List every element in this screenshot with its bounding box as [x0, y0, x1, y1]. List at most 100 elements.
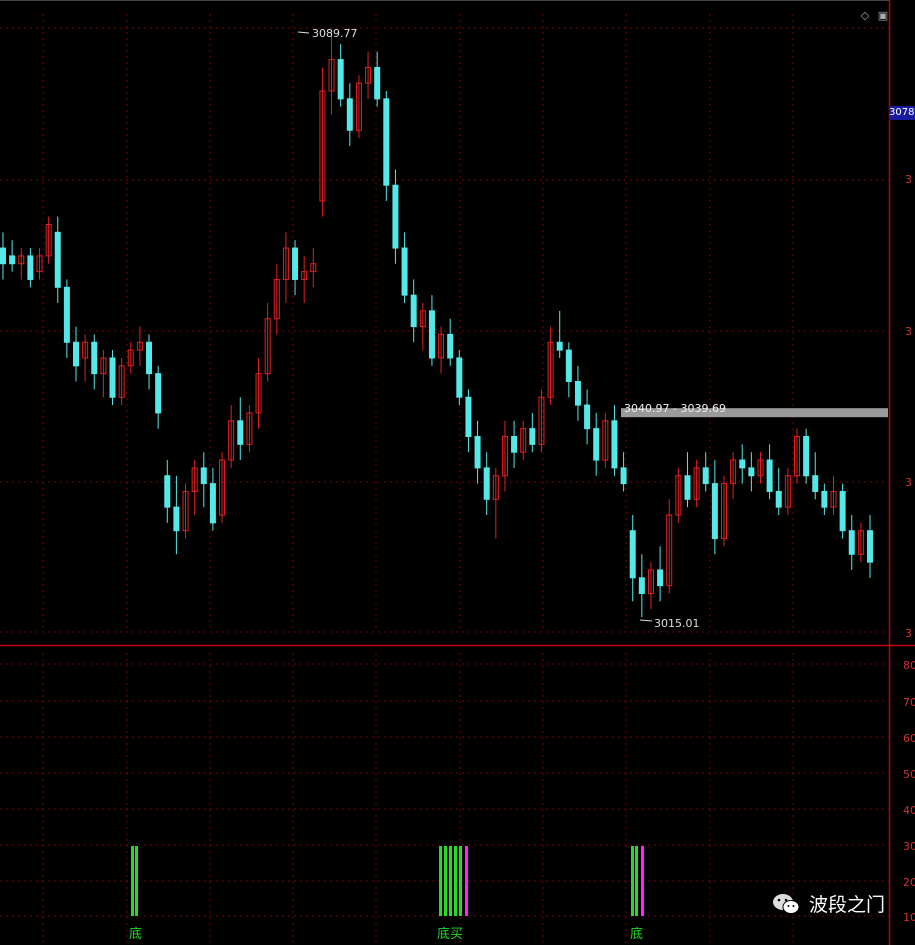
axis-tick-sub: 60	[903, 732, 915, 745]
candle-body	[739, 459, 746, 469]
candle-body	[812, 475, 819, 492]
candle-body	[255, 373, 262, 414]
candle-body	[82, 341, 89, 359]
candle-body	[155, 373, 162, 414]
candle-body	[821, 490, 828, 508]
wechat-icon	[772, 893, 800, 914]
axis-tick-main: 3	[905, 627, 912, 640]
candle-body	[63, 286, 70, 343]
signal-label: 底	[129, 926, 142, 942]
candle-body	[18, 255, 25, 265]
signal-label: 底	[630, 926, 643, 942]
candle-body	[501, 435, 508, 477]
axis-tick-main: 3	[905, 173, 912, 186]
signal-bar	[439, 846, 442, 916]
candle-body	[328, 59, 335, 92]
candle-body	[346, 98, 353, 131]
candle-body	[0, 247, 6, 265]
window-icon[interactable]: ▣	[877, 9, 889, 22]
candle-body	[127, 349, 134, 367]
candle-body	[27, 255, 34, 280]
candle-body	[830, 490, 837, 508]
axis-tick-main: 3	[905, 325, 912, 338]
candle-body	[310, 263, 317, 273]
candle-body	[392, 184, 399, 249]
axis-tick-sub: 70	[903, 696, 915, 709]
candle-body	[793, 435, 800, 477]
candle-body	[647, 569, 654, 595]
candle-body	[219, 459, 226, 516]
signal-bar	[131, 846, 134, 916]
candle-body	[355, 82, 362, 131]
candle-body	[638, 577, 645, 595]
candle-body	[273, 278, 280, 320]
annotations: 3089.77 3015.01 3040.97 - 3039.69	[297, 27, 888, 630]
signal-bar	[449, 846, 452, 916]
candle-body	[209, 483, 216, 524]
range-label: 3040.97 - 3039.69	[624, 402, 726, 415]
candle-body	[730, 459, 737, 485]
axis-tick-sub: 50	[903, 768, 915, 781]
candle-body	[383, 98, 390, 186]
candle-body	[529, 428, 536, 445]
candle-body	[447, 333, 454, 359]
candle-body	[100, 357, 107, 375]
candle-body	[118, 365, 125, 398]
low-label: 3015.01	[654, 617, 700, 630]
candle-body	[547, 341, 554, 398]
right-axis: 3 3 3 3 80 70 60 50 40 30 20 10	[903, 173, 915, 924]
chart-toolbar: ◇ ▣	[859, 10, 889, 22]
signal-bar	[135, 846, 138, 916]
candle-body	[784, 475, 791, 508]
high-label: 3089.77	[312, 27, 358, 40]
diamond-icon[interactable]: ◇	[860, 9, 870, 22]
candle-body	[182, 490, 189, 532]
candle-body	[146, 341, 153, 375]
axis-tick-sub: 40	[903, 804, 915, 817]
candle-body	[748, 467, 755, 477]
candle-body	[474, 435, 481, 469]
candle-body	[365, 66, 372, 84]
candle-body	[419, 310, 426, 328]
candle-body	[45, 223, 52, 257]
candle-body	[438, 333, 445, 359]
candle-body	[465, 396, 472, 437]
candle-body	[246, 412, 253, 445]
candle-body	[565, 349, 572, 383]
candle-body	[520, 428, 527, 453]
candle-body	[702, 467, 709, 485]
candle-series	[0, 30, 873, 617]
candle-body	[164, 475, 171, 508]
candle-body	[593, 428, 600, 461]
candle-body	[136, 341, 143, 351]
candle-body	[191, 467, 198, 492]
candle-body	[228, 420, 235, 461]
signal-panel: 底 底买 底	[129, 846, 644, 942]
current-price-tag: 3078	[889, 106, 915, 120]
candle-body	[720, 483, 727, 540]
watermark: 波段之门	[771, 890, 885, 917]
candle-body	[319, 90, 326, 202]
candle-body	[584, 404, 591, 430]
signal-bar	[459, 846, 462, 916]
candle-body	[9, 255, 16, 265]
candle-body	[428, 310, 435, 359]
candle-body	[410, 294, 417, 328]
candle-body	[200, 467, 207, 485]
watermark-text: 波段之门	[808, 894, 885, 916]
signal-bar	[635, 846, 638, 916]
candle-body	[775, 490, 782, 508]
candle-body	[237, 420, 244, 445]
candle-body	[401, 247, 408, 296]
candle-body	[848, 530, 855, 555]
candle-body	[867, 530, 873, 563]
candle-body	[611, 420, 618, 469]
candle-body	[666, 514, 673, 587]
candle-body	[511, 435, 518, 453]
candle-body	[602, 420, 609, 461]
candle-body	[292, 247, 299, 280]
low-pointer	[639, 619, 653, 622]
candle-body	[857, 530, 864, 555]
